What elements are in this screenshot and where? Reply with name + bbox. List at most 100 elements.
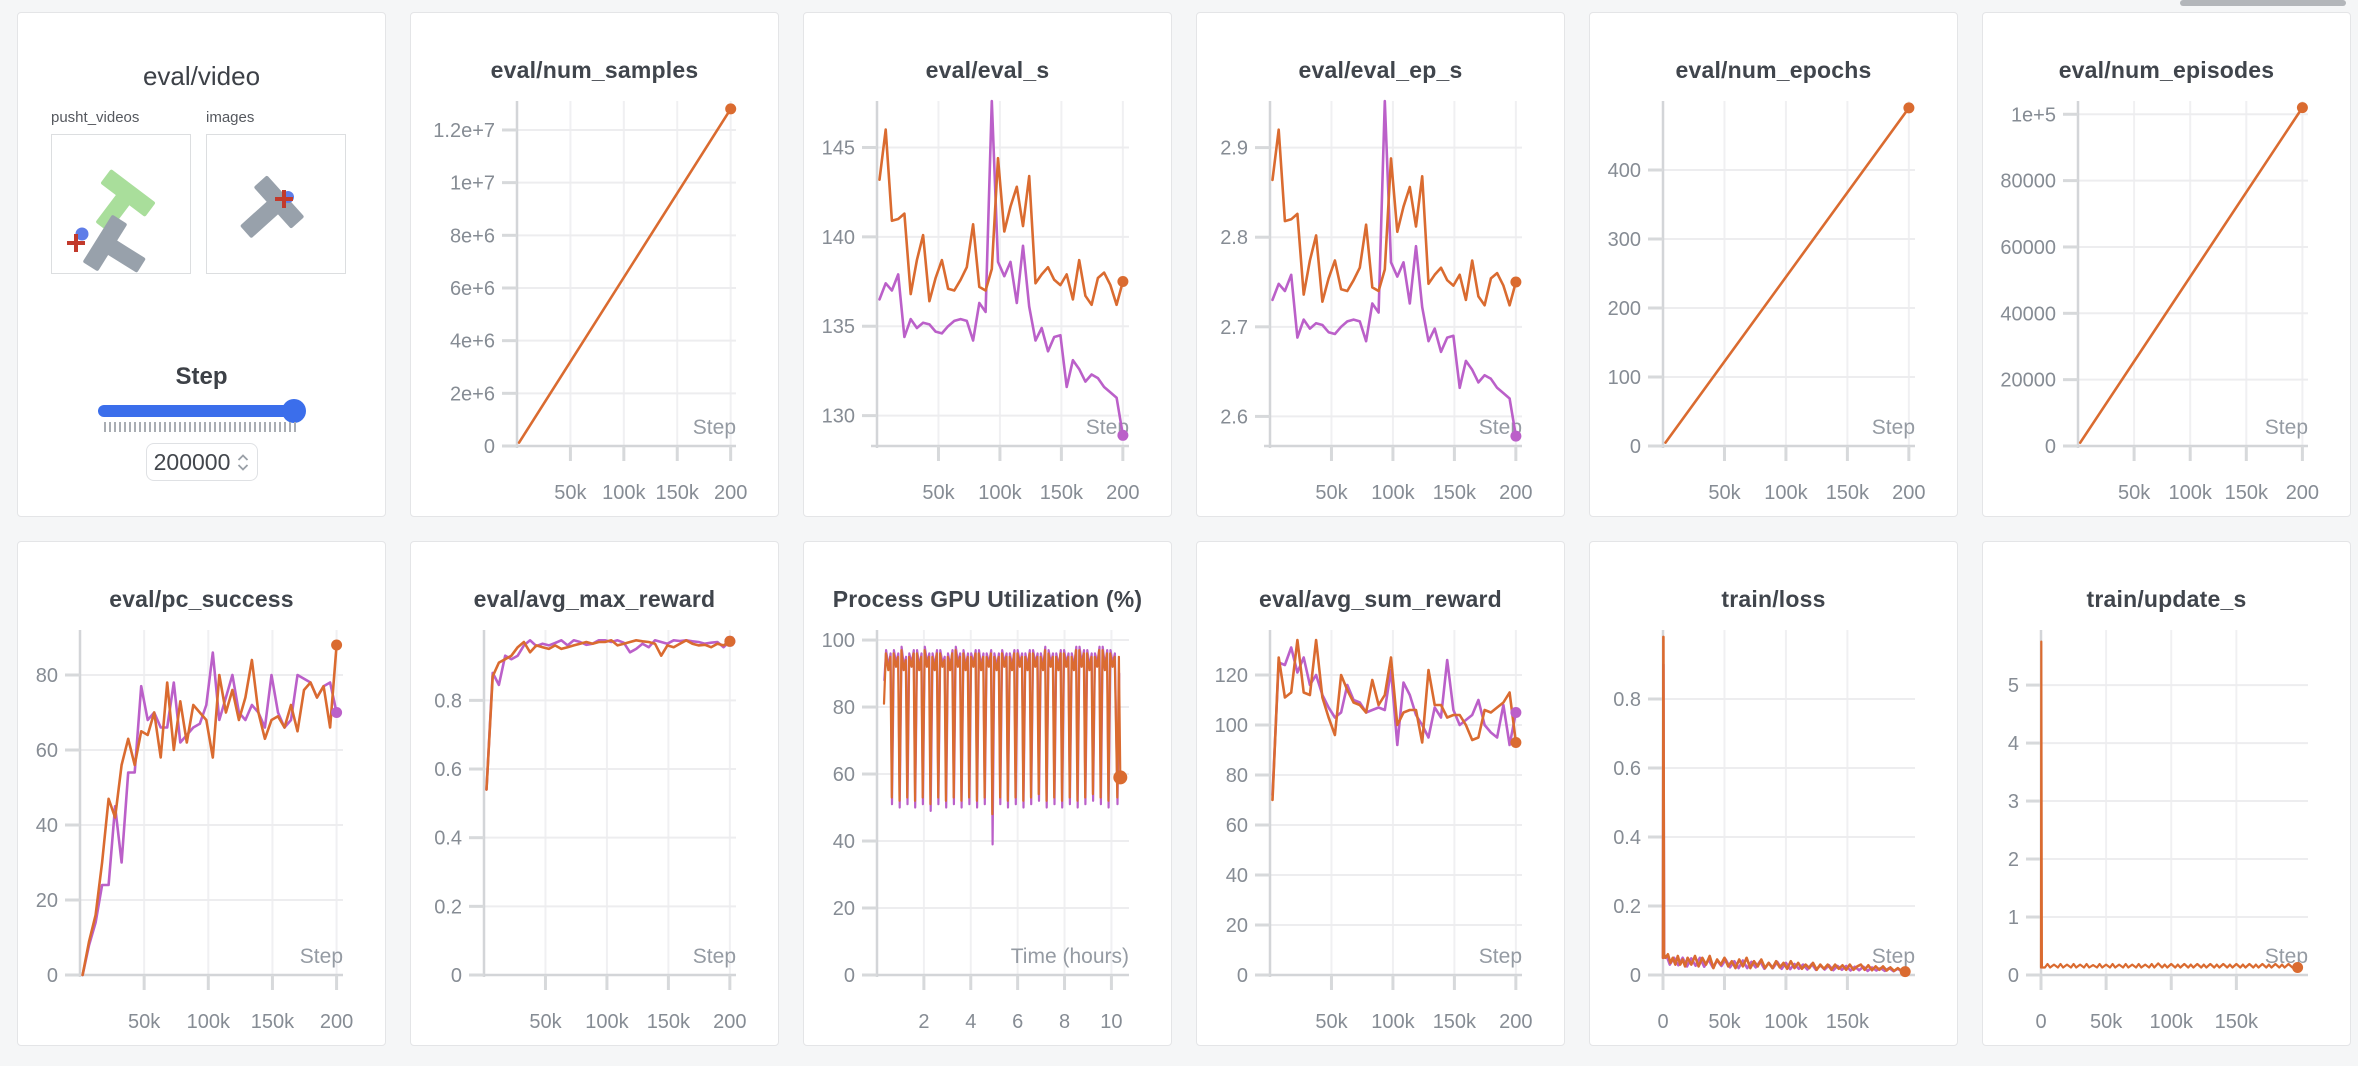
x-tick-label: 100k bbox=[602, 482, 646, 504]
media-thumbnail-images[interactable] bbox=[206, 134, 346, 274]
panel-eval-video: eval/video pusht_videos bbox=[17, 12, 386, 517]
series-line-purple bbox=[878, 99, 1125, 437]
chart-process-gpu-utilization-plot[interactable]: 2 4 6 8 10 0 20 40 60 80 100 Time (hours) bbox=[804, 542, 1171, 1045]
x-axis-label: Time (hours) bbox=[1011, 945, 1129, 968]
chart-eval-num-samples-plot[interactable]: 50k 100k 150k 200 0 2e+6 4e+6 6e+6 8e+6 1e+7 1.2e+… bbox=[411, 13, 778, 516]
x-tick-label: 100k bbox=[1371, 1011, 1415, 1033]
y-tick-label: 20000 bbox=[2000, 370, 2056, 392]
x-tick-label: 200 bbox=[1892, 482, 1925, 504]
chart-title: eval/eval_ep_s bbox=[1298, 57, 1463, 83]
x-tick-label: 100k bbox=[2169, 482, 2213, 504]
x-tick-label: 150k bbox=[1826, 482, 1870, 504]
y-tick-label: 0.2 bbox=[434, 896, 462, 918]
horizontal-scrollbar-thumb[interactable] bbox=[2180, 0, 2346, 6]
y-tick-label: 0 bbox=[1237, 965, 1248, 987]
x-tick-label: 50k bbox=[1708, 482, 1741, 504]
x-tick-label: 150k bbox=[2225, 482, 2269, 504]
x-tick-label: 150k bbox=[1433, 1011, 1477, 1033]
x-tick-label: 0 bbox=[1657, 1011, 1668, 1033]
x-tick-label: 150k bbox=[1040, 482, 1084, 504]
y-tick-label: 0 bbox=[47, 965, 58, 987]
chart-eval-pc-success-plot[interactable]: 50k 100k 150k 200 0 20 40 60 80 Step bbox=[18, 542, 385, 1045]
series-line-orange bbox=[2078, 106, 2304, 445]
y-tick-label: 0 bbox=[1630, 436, 1641, 458]
y-tick-label: 3 bbox=[2008, 791, 2019, 813]
y-tick-label: 20 bbox=[833, 898, 855, 920]
x-axis-label: Step bbox=[300, 945, 343, 968]
target-cross bbox=[275, 190, 293, 208]
x-tick-label: 4 bbox=[965, 1011, 976, 1033]
y-tick-label: 135 bbox=[822, 316, 855, 338]
stepper-down-icon[interactable] bbox=[237, 463, 249, 471]
x-tick-label: 150k bbox=[1826, 1011, 1870, 1033]
y-tick-label: 80 bbox=[36, 665, 58, 687]
step-slider-track[interactable] bbox=[98, 399, 306, 423]
panel-eval-eval-s: 50k 100k 150k 200 130 135 140 145 Step eval/eval… bbox=[803, 12, 1172, 517]
series-line-orange bbox=[878, 128, 1125, 307]
chart-eval-avg-sum-reward-plot[interactable]: 50k 100k 150k 200 0 20 40 60 80 100 120 Step bbox=[1197, 542, 1564, 1045]
series-line-purple bbox=[1661, 663, 1907, 973]
chart-train-update-s-plot[interactable]: 0 50k 100k 150k 0 1 2 3 4 5 Step bbox=[1983, 542, 2350, 1045]
y-tick-label: 0.4 bbox=[1613, 827, 1641, 849]
x-axis-label: Step bbox=[1872, 416, 1915, 439]
x-tick-label: 200 bbox=[713, 1011, 746, 1033]
x-tick-label: 150k bbox=[647, 1011, 691, 1033]
series-line-orange bbox=[517, 107, 733, 444]
series-end-dot-purple bbox=[1510, 707, 1522, 718]
target-cross bbox=[67, 234, 85, 252]
x-tick-label: 50k bbox=[128, 1011, 161, 1033]
y-tick-label: 60 bbox=[833, 764, 855, 786]
x-tick-label: 100k bbox=[1371, 482, 1415, 504]
pusht-env-render bbox=[67, 169, 155, 273]
y-tick-label: 0.8 bbox=[1613, 689, 1641, 711]
y-tick-label: 60 bbox=[1226, 815, 1248, 837]
chart-eval-num-epochs-plot[interactable]: 50k 100k 150k 200 0 100 200 300 400 Step bbox=[1590, 13, 1957, 516]
series-line-purple bbox=[1271, 99, 1518, 438]
chart-eval-num-episodes-plot[interactable]: 50k 100k 150k 200 0 20000 40000 60000 80000 1e+5 S… bbox=[1983, 13, 2350, 516]
y-tick-label: 0 bbox=[484, 436, 495, 458]
x-tick-label: 50k bbox=[2090, 1011, 2123, 1033]
x-tick-label: 6 bbox=[1012, 1011, 1023, 1033]
x-tick-label: 2 bbox=[918, 1011, 929, 1033]
x-tick-label: 100k bbox=[1764, 1011, 1808, 1033]
series-end-dot-orange bbox=[331, 639, 343, 651]
y-tick-label: 0 bbox=[1630, 965, 1641, 987]
x-axis-label: Step bbox=[693, 945, 736, 968]
panel-eval-pc-success: 50k 100k 150k 200 0 20 40 60 80 Step eval/pc_succ… bbox=[17, 541, 386, 1046]
x-axis-label: Step bbox=[1479, 945, 1522, 968]
y-tick-label: 1e+7 bbox=[450, 173, 495, 195]
media-label: pusht_videos bbox=[51, 109, 140, 126]
y-tick-label: 145 bbox=[822, 137, 855, 159]
media-thumbnail-pusht-videos[interactable] bbox=[51, 134, 191, 274]
x-tick-label: 100k bbox=[2150, 1011, 2194, 1033]
series-end-dot-orange bbox=[1903, 102, 1915, 114]
y-tick-label: 300 bbox=[1608, 229, 1641, 251]
chart-train-loss-plot[interactable]: 0 50k 100k 150k 0 0.2 0.4 0.6 0.8 Step bbox=[1590, 542, 1957, 1045]
step-slider-handle[interactable] bbox=[282, 399, 306, 423]
chart-eval-eval-s-plot[interactable]: 50k 100k 150k 200 130 135 140 145 Step bbox=[804, 13, 1171, 516]
y-tick-label: 0.6 bbox=[1613, 758, 1641, 780]
media-row: pusht_videos bbox=[51, 109, 365, 274]
x-tick-label: 200 bbox=[320, 1011, 353, 1033]
y-tick-label: 1.2e+7 bbox=[433, 120, 495, 142]
gray-t-shape bbox=[83, 215, 146, 273]
series-end-dot-orange bbox=[725, 103, 737, 115]
y-tick-label: 2.9 bbox=[1220, 138, 1248, 160]
y-tick-label: 1 bbox=[2008, 907, 2019, 929]
chart-eval-avg-max-reward-plot[interactable]: 50k 100k 150k 200 0 0.2 0.4 0.6 0.8 Step bbox=[411, 542, 778, 1045]
series-line-purple bbox=[1271, 646, 1518, 797]
chart-title: Process GPU Utilization (%) bbox=[832, 586, 1143, 612]
series-line-orange bbox=[1664, 106, 1911, 444]
y-tick-label: 4e+6 bbox=[450, 331, 495, 353]
step-input-value: 200000 bbox=[153, 448, 231, 475]
stepper-up-icon[interactable] bbox=[237, 453, 249, 461]
x-tick-label: 150k bbox=[1433, 482, 1477, 504]
y-tick-label: 20 bbox=[36, 890, 58, 912]
chart-title: train/loss bbox=[1721, 586, 1826, 612]
y-tick-label: 5 bbox=[2008, 675, 2019, 697]
step-input-stepper bbox=[237, 453, 249, 471]
chart-eval-eval-ep-s-plot[interactable]: 50k 100k 150k 200 2.6 2.7 2.8 2.9 Step bbox=[1197, 13, 1564, 516]
step-number-input[interactable]: 200000 bbox=[145, 443, 258, 481]
panel-eval-num-episodes: 50k 100k 150k 200 0 20000 40000 60000 80000 1e+5 S… bbox=[1982, 12, 2351, 517]
